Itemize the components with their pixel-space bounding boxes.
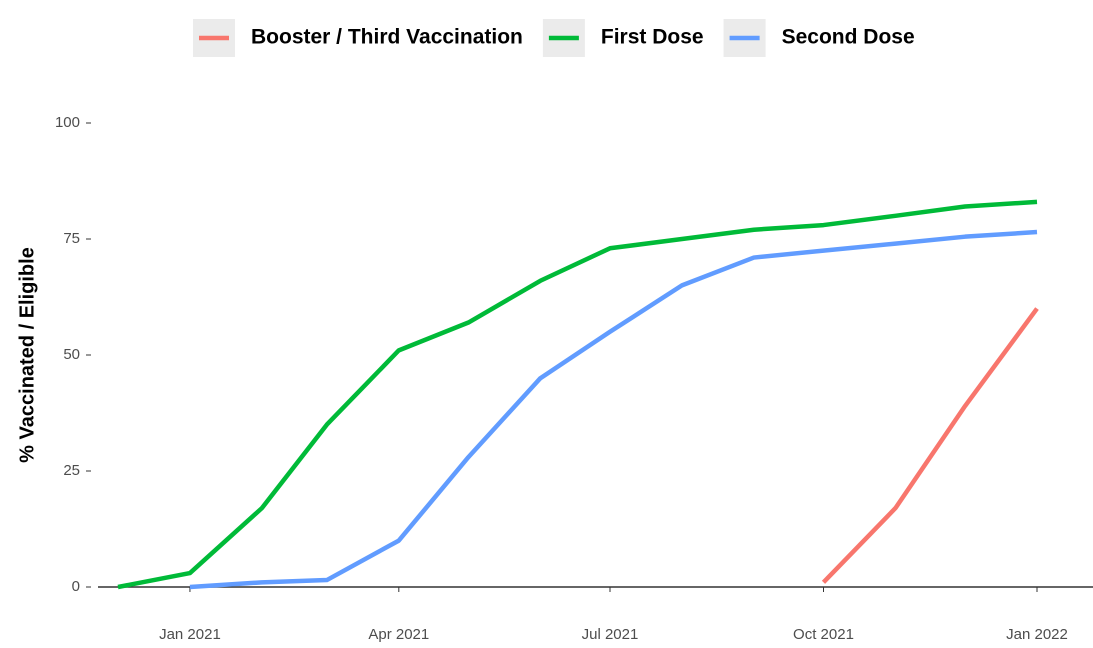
y-tick-label: 75 (63, 230, 80, 247)
y-tick-label: 25 (63, 462, 80, 479)
legend-label: Second Dose (782, 26, 915, 49)
legend-label: First Dose (601, 26, 704, 49)
y-tick-label: 0 (72, 578, 80, 595)
x-tick-label: Jan 2022 (1006, 626, 1068, 643)
y-axis-label: % Vaccinated / Eligible (16, 247, 38, 463)
y-tick-label: 100 (55, 114, 80, 131)
legend-label: Booster / Third Vaccination (251, 26, 523, 49)
y-tick-label: 50 (63, 346, 80, 363)
x-tick-label: Oct 2021 (793, 626, 854, 643)
x-tick-label: Jan 2021 (159, 626, 221, 643)
series-line (189, 229, 1038, 590)
series-line (117, 199, 1038, 590)
series-line (821, 307, 1039, 584)
x-tick-label: Jul 2021 (582, 626, 639, 643)
x-tick-label: Apr 2021 (368, 626, 429, 643)
